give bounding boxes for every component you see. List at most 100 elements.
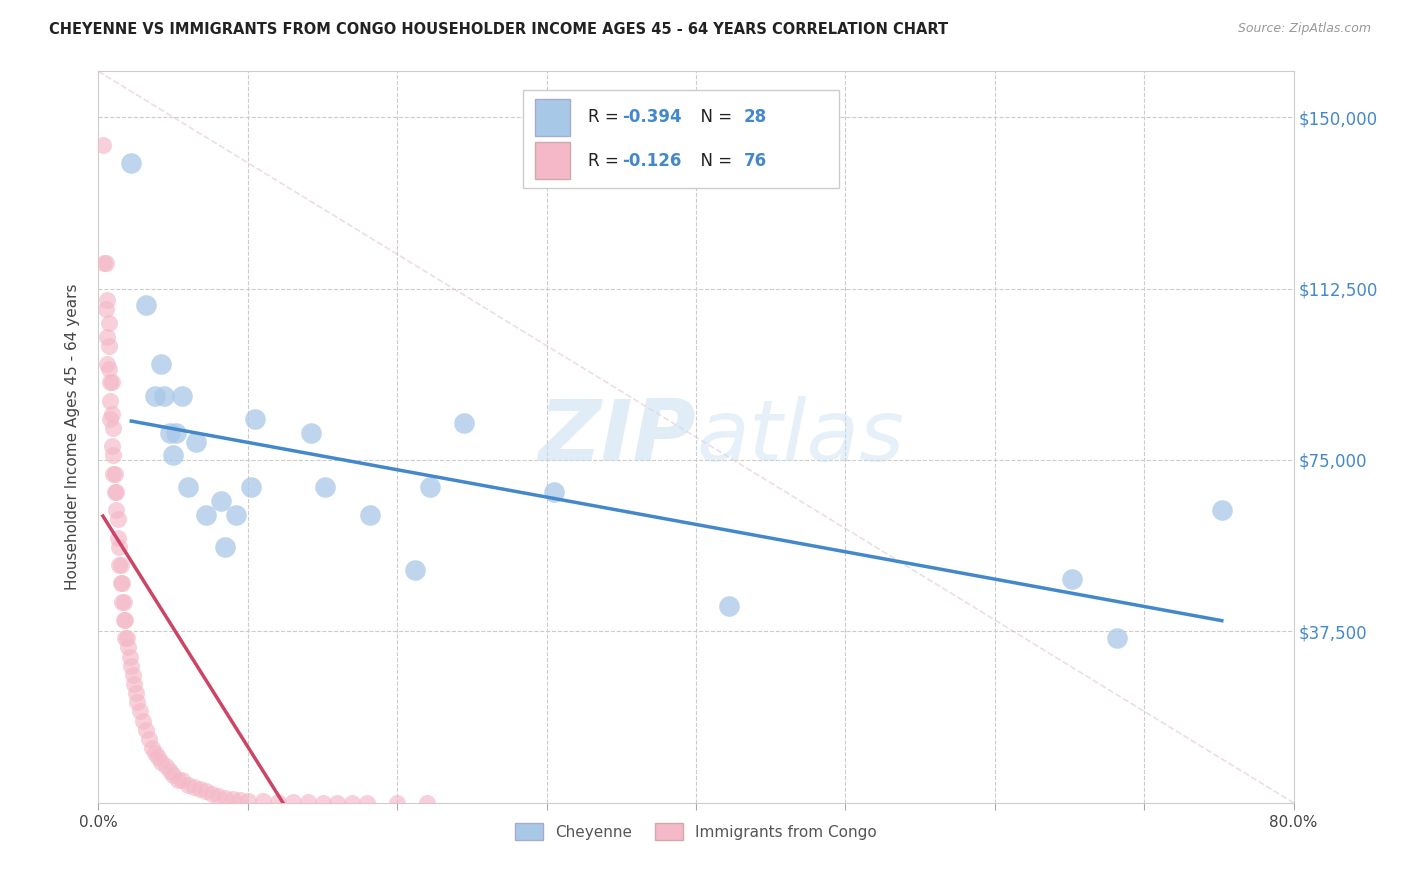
Point (115, 632, 138, 646)
Point (107, 512, 129, 526)
Point (94, 301, 117, 317)
Text: N =: N = (690, 108, 737, 127)
Point (177, 480, 200, 494)
Point (120, 658, 142, 673)
Point (141, 740, 163, 755)
Text: R =: R = (589, 152, 624, 169)
Text: -0.394: -0.394 (621, 108, 682, 127)
Point (342, 796, 364, 810)
Point (356, 796, 378, 810)
Point (101, 375, 124, 389)
Point (239, 480, 262, 494)
Point (165, 425, 187, 440)
Point (267, 795, 290, 809)
Point (132, 714, 155, 728)
Point (155, 759, 177, 773)
Point (97, 361, 120, 376)
Point (159, 764, 181, 778)
Point (172, 772, 194, 787)
Point (162, 768, 184, 782)
Point (124, 677, 146, 691)
Point (453, 417, 475, 431)
Point (110, 576, 132, 591)
Point (207, 789, 229, 803)
Text: R =: R = (589, 108, 624, 127)
Point (236, 794, 259, 808)
Point (1062, 572, 1084, 586)
Point (101, 439, 124, 453)
Point (105, 503, 128, 517)
Point (127, 695, 149, 709)
Point (717, 599, 740, 614)
Point (120, 155, 142, 169)
Point (108, 558, 131, 573)
Text: -0.126: -0.126 (621, 152, 682, 169)
Point (93, 256, 115, 270)
Point (150, 755, 173, 769)
Text: CHEYENNE VS IMMIGRANTS FROM CONGO HOUSEHOLDER INCOME AGES 45 - 64 YEARS CORRELAT: CHEYENNE VS IMMIGRANTS FROM CONGO HOUSEH… (49, 22, 948, 37)
Point (222, 792, 245, 806)
Point (103, 467, 125, 481)
Point (125, 686, 148, 700)
Point (98, 375, 122, 389)
Point (118, 649, 141, 664)
Point (159, 425, 181, 440)
Point (195, 784, 218, 798)
Point (91, 137, 114, 152)
Point (245, 411, 267, 425)
Point (114, 613, 136, 627)
Point (138, 731, 160, 746)
Point (111, 594, 134, 608)
Text: atlas: atlas (696, 395, 904, 479)
Point (98, 393, 122, 408)
Point (299, 425, 322, 440)
Point (416, 796, 439, 810)
Point (97, 316, 120, 330)
Point (311, 796, 333, 810)
Point (108, 540, 131, 554)
Point (359, 508, 381, 522)
Point (162, 448, 184, 462)
Point (184, 434, 207, 449)
Text: 28: 28 (744, 108, 766, 127)
Point (105, 484, 128, 499)
Point (150, 357, 173, 371)
Point (135, 297, 157, 311)
Point (419, 480, 441, 494)
Point (97, 338, 120, 352)
Point (201, 787, 224, 801)
Point (104, 467, 127, 481)
Point (104, 484, 127, 499)
Point (225, 508, 247, 522)
Point (209, 494, 232, 508)
Point (183, 780, 205, 794)
Point (121, 667, 143, 681)
Point (172, 389, 194, 403)
Point (148, 750, 170, 764)
FancyBboxPatch shape (523, 90, 839, 188)
Point (135, 723, 157, 737)
Point (111, 576, 134, 591)
Point (166, 772, 188, 787)
Point (153, 389, 176, 403)
Point (1211, 503, 1233, 517)
Point (96, 293, 118, 307)
Point (214, 791, 236, 805)
Point (107, 531, 129, 545)
Point (117, 640, 139, 655)
Point (315, 480, 337, 494)
Point (252, 794, 274, 808)
Point (214, 540, 236, 554)
Point (143, 389, 166, 403)
Point (385, 796, 409, 810)
Legend: Cheyenne, Immigrants from Congo: Cheyenne, Immigrants from Congo (509, 816, 883, 847)
Point (404, 563, 426, 577)
Point (103, 448, 125, 462)
Y-axis label: Householder Income Ages 45 - 64 years: Householder Income Ages 45 - 64 years (65, 284, 80, 591)
Point (110, 558, 132, 573)
Point (112, 594, 135, 608)
Point (94, 256, 117, 270)
FancyBboxPatch shape (534, 143, 571, 179)
Point (543, 484, 565, 499)
Point (229, 793, 252, 807)
